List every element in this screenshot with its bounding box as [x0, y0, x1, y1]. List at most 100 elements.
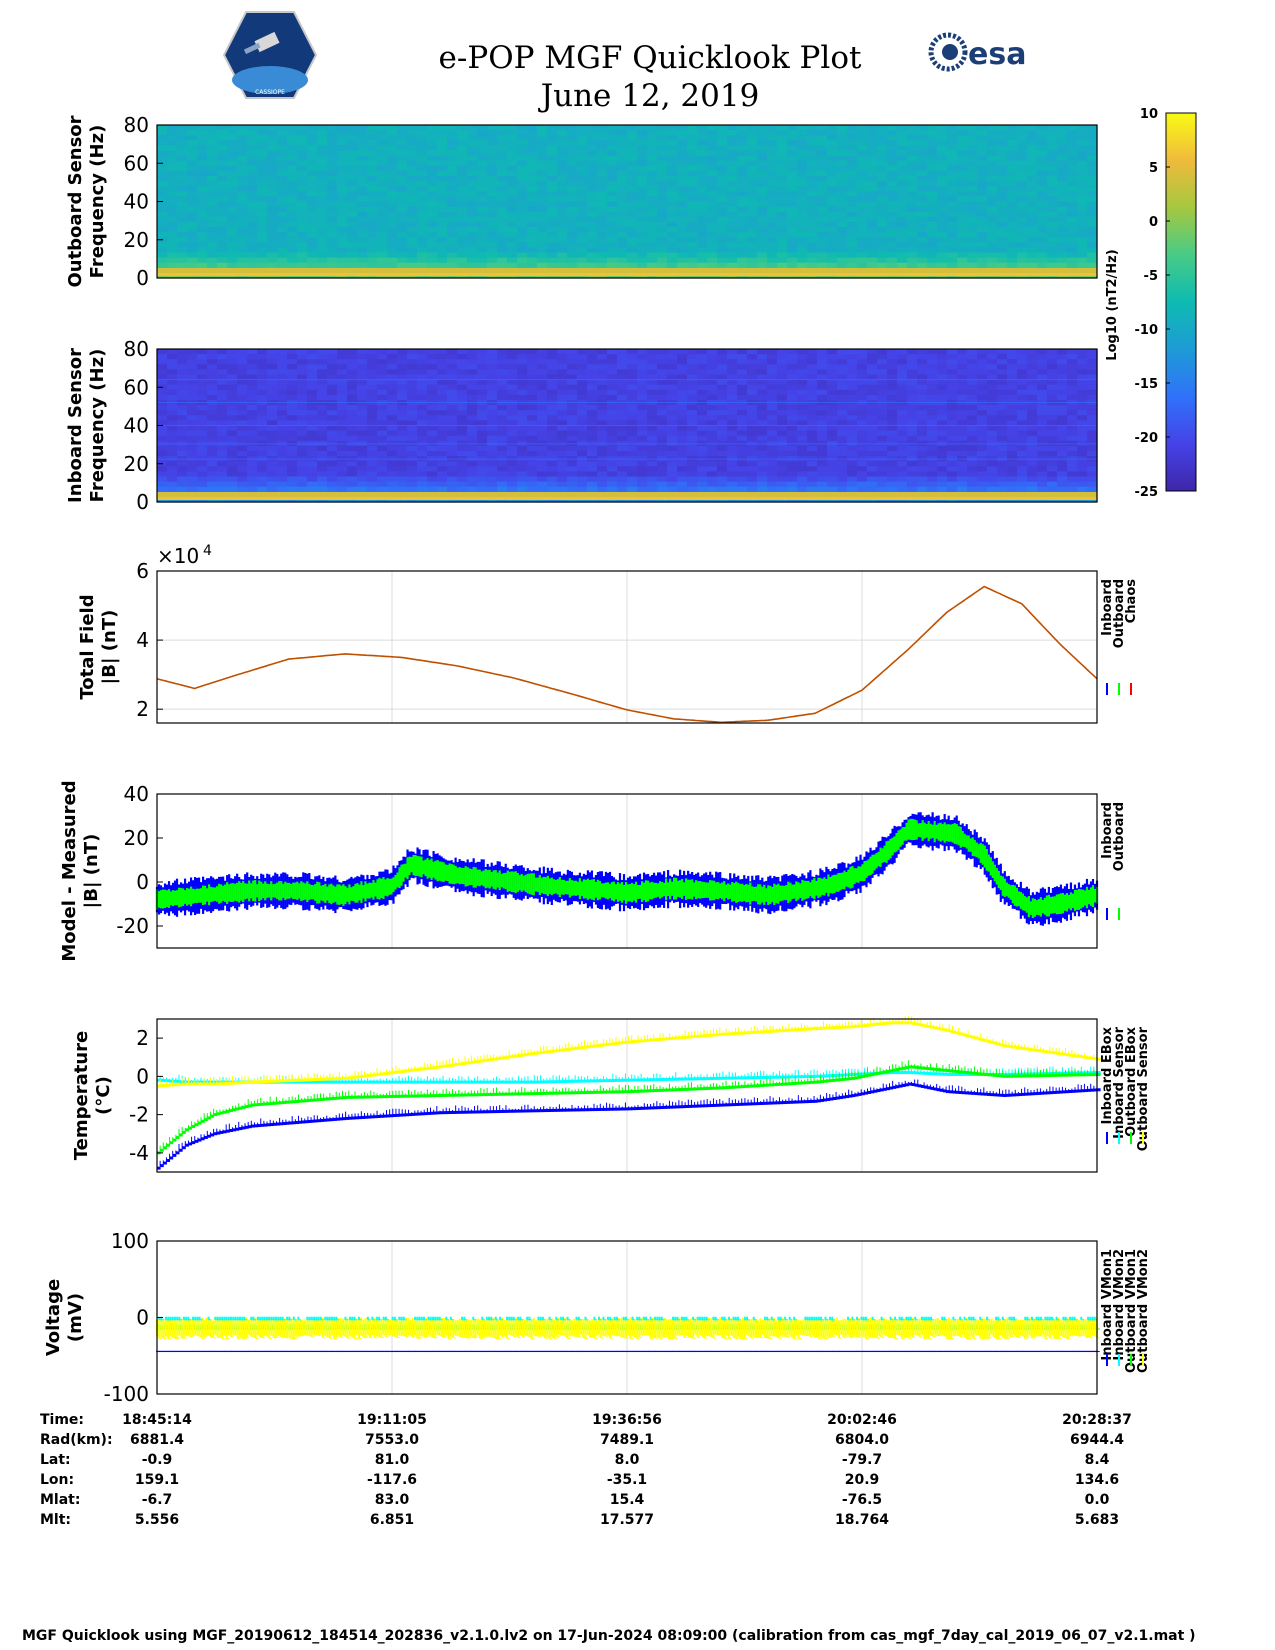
inboard-spectrogram-cell	[577, 461, 588, 467]
outboard-spectrogram-cell	[927, 181, 938, 187]
inboard-spectrogram-cell	[367, 471, 378, 478]
inboard-spectrogram-cell	[587, 389, 598, 396]
outboard-spectrogram-cell	[347, 216, 358, 223]
inboard-spectrogram-cell	[547, 415, 558, 421]
outboard-spectrogram-cell	[387, 262, 398, 269]
inboard-spectrogram-cell	[697, 481, 708, 488]
outboard-spectrogram-cell	[797, 247, 808, 254]
outboard-spectrogram-cell	[947, 221, 958, 228]
outboard-spectrogram-cell	[1087, 242, 1098, 248]
outboard-spectrogram-cell	[297, 201, 308, 208]
outboard-spectrogram-cell	[677, 145, 688, 152]
outboard-spectrogram-cell	[277, 181, 288, 187]
inboard-spectrogram-cell	[797, 420, 808, 427]
outboard-spectrogram-cell	[687, 237, 698, 243]
outboard-spectrogram-cell	[277, 170, 288, 177]
outboard-spectrogram-cell	[937, 176, 948, 182]
outboard-spectrogram-cell	[577, 211, 588, 218]
inboard-spectrogram-cell	[737, 410, 748, 416]
outboard-spectrogram-cell	[227, 257, 238, 264]
outboard-spectrogram-cell	[637, 125, 648, 131]
inboard-spectrogram-cell	[357, 379, 368, 386]
inboard-spectrogram-cell	[377, 354, 388, 360]
outboard-spectrogram-cell	[937, 170, 948, 177]
outboard-spectrogram-cell	[477, 186, 488, 192]
outboard-spectrogram-cell	[837, 150, 848, 157]
outboard-spectrogram-cell	[1087, 150, 1098, 157]
outboard-spectrogram-cell	[807, 160, 818, 167]
outboard-spectrogram-cell	[557, 191, 568, 197]
inboard-spectrogram-cell	[587, 369, 598, 376]
outboard-spectrogram-cell	[577, 201, 588, 208]
outboard-spectrogram-cell	[537, 125, 548, 131]
inboard-spectrogram-cell	[207, 415, 218, 421]
inboard-spectrogram-cell	[207, 369, 218, 376]
outboard-spectrogram-cell	[657, 252, 668, 259]
outboard-spectrogram-cell	[807, 186, 818, 192]
outboard-spectrogram-cell	[1057, 181, 1068, 187]
outboard-spectrogram-cell	[407, 201, 418, 208]
outboard-spectrogram-cell	[197, 186, 208, 192]
inboard-spectrogram-cell	[587, 476, 598, 483]
outboard-spectrogram-cell	[1077, 262, 1088, 269]
inboard-spectrogram-cell	[577, 405, 588, 411]
outboard-spectrogram-cell	[157, 257, 168, 264]
outboard-spectrogram-cell	[157, 247, 168, 254]
inboard-spectrogram-cell	[277, 384, 288, 391]
outboard-spectrogram-cell	[187, 237, 198, 243]
outboard-spectrogram-cell	[607, 206, 618, 213]
outboard-spectrogram-cell	[677, 181, 688, 187]
inboard-spectrogram-cell	[847, 461, 858, 467]
inboard-spectrogram-cell	[807, 445, 818, 452]
inboard-spectrogram-cell	[767, 410, 778, 416]
outboard-spectrogram-cell	[1027, 227, 1038, 233]
outboard-spectrogram-cell	[767, 170, 778, 177]
outboard-spectrogram-cell	[477, 232, 488, 238]
inboard-spectrogram-cell	[667, 486, 678, 493]
outboard-spectrogram-cell	[267, 252, 278, 259]
outboard-spectrogram-cell	[477, 216, 488, 223]
inboard-spectrogram-cell	[547, 349, 558, 355]
outboard-spectrogram-cell	[277, 206, 288, 213]
outboard-spectrogram-cell	[397, 216, 408, 223]
inboard-spectrogram-cell	[437, 476, 448, 483]
inboard-spectrogram-cell	[447, 405, 458, 411]
inboard-spectrogram-cell	[407, 445, 418, 452]
outboard-spectrogram-cell	[1027, 232, 1038, 238]
outboard-spectrogram-cell	[367, 186, 378, 192]
outboard-spectrogram-cell	[577, 247, 588, 254]
outboard-spectrogram-cell	[977, 176, 988, 182]
outboard-spectrogram-cell	[197, 196, 208, 203]
outboard-spectrogram-cell	[557, 201, 568, 208]
outboard-spectrogram-cell	[1027, 181, 1038, 187]
inboard-spectrogram-cell	[327, 425, 338, 432]
outboard-spectrogram-cell	[977, 186, 988, 192]
outboard-spectrogram-cell	[757, 181, 768, 187]
inboard-spectrogram-cell	[737, 476, 748, 483]
outboard-spectrogram-cell	[207, 125, 218, 131]
outboard-spectrogram-cell	[237, 181, 248, 187]
inboard-spectrogram-cell	[427, 481, 438, 488]
inboard-spectrogram-cell	[407, 466, 418, 472]
outboard-spectrogram-cell	[337, 145, 348, 152]
outboard-spectrogram-cell	[657, 125, 668, 131]
inboard-spectrogram-cell	[847, 374, 858, 381]
inboard-spectrogram-cell	[367, 374, 378, 381]
inboard-spectrogram-cell	[497, 384, 508, 391]
inboard-spectrogram-cell	[737, 369, 748, 376]
inboard-spectrogram-cell	[707, 384, 718, 391]
outboard-spectrogram-cell	[647, 257, 658, 264]
outboard-spectrogram-cell	[567, 155, 578, 162]
inboard-spectrogram-cell	[857, 486, 868, 493]
inboard-spectrogram-cell	[727, 466, 738, 472]
inboard-spectrogram-cell	[267, 415, 278, 421]
outboard-spectrogram-cell	[837, 262, 848, 269]
inboard-spectrogram-cell	[557, 471, 568, 478]
inboard-spectrogram-cell	[157, 435, 168, 442]
outboard-spectrogram-cell	[1017, 252, 1028, 259]
outboard-spectrogram-cell	[867, 135, 878, 141]
outboard-spectrogram-cell	[527, 145, 538, 152]
outboard-spectrogram-cell	[317, 196, 328, 203]
outboard-spectrogram-cell	[747, 257, 758, 264]
outboard-spectrogram-cell	[847, 257, 858, 264]
